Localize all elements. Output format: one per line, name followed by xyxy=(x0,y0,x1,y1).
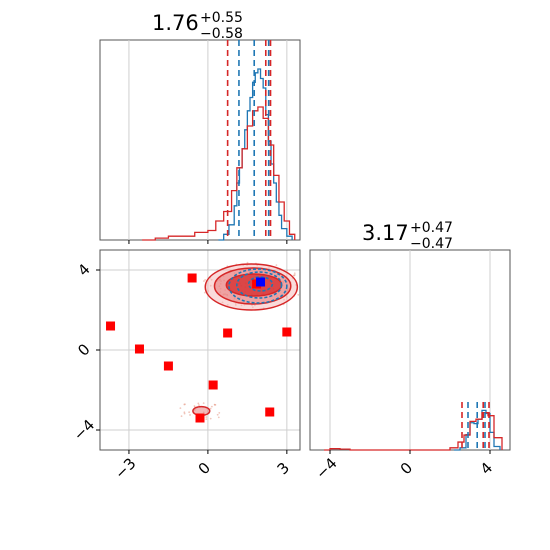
joint-blue-contour xyxy=(236,271,283,299)
joint-sample-dot xyxy=(205,416,208,418)
param2-title-value: 3.17 xyxy=(362,221,409,245)
joint-red-square xyxy=(134,344,144,354)
joint-x-tick-label: 3 xyxy=(274,459,293,478)
joint-contours xyxy=(192,263,299,417)
joint-sample-dot xyxy=(202,402,205,405)
param2-marginal-panel: −4 0 4 3.17 +0.47 −0.47 xyxy=(309,220,511,483)
joint-sample-dot xyxy=(204,279,207,281)
joint-sample-dot xyxy=(256,264,259,267)
joint-blue-square xyxy=(256,277,266,287)
param1-title-plus: +0.55 xyxy=(200,10,243,26)
joint-sample-dot xyxy=(188,411,191,414)
joint-panel: −3 0 3 −4 0 4 xyxy=(70,249,301,483)
joint-sample-dot xyxy=(234,304,237,306)
param1-histogram-blue xyxy=(218,68,293,241)
joint-sample-dot xyxy=(275,264,278,266)
joint-sample-dot xyxy=(293,272,296,275)
joint-sample-dot xyxy=(283,298,285,301)
param1-marginal-panel: 1.76 +0.55 −0.58 xyxy=(99,10,301,244)
param2-x-tick-label: −4 xyxy=(312,454,340,482)
joint-sample-dot xyxy=(293,274,296,277)
joint-sample-dot xyxy=(226,304,229,306)
param2-title: 3.17 +0.47 −0.47 xyxy=(362,220,453,252)
param1-histograms xyxy=(142,68,296,241)
param2-marginal-grid xyxy=(329,250,491,450)
joint-sample-dot xyxy=(209,417,212,420)
joint-sample-dot xyxy=(205,418,208,421)
joint-blue-contour xyxy=(228,268,288,304)
joint-y-tick-label: −4 xyxy=(70,416,98,444)
joint-blue-contour xyxy=(247,276,274,292)
joint-y-tick-label: 4 xyxy=(74,260,93,279)
joint-red-square xyxy=(195,413,205,423)
param1-marginal-ticks xyxy=(128,240,288,244)
joint-sample-dot xyxy=(286,269,289,272)
param1-title: 1.76 +0.55 −0.58 xyxy=(152,10,243,42)
joint-sample-dot xyxy=(209,407,212,410)
joint-y-tick-label: 0 xyxy=(74,340,93,359)
joint-sample-dot xyxy=(251,306,254,309)
param1-histogram-red xyxy=(142,106,296,241)
joint-sample-dot xyxy=(213,403,216,406)
param2-x-tick-label: 4 xyxy=(477,459,496,478)
joint-sample-dot xyxy=(198,404,200,407)
param2-title-plus: +0.47 xyxy=(410,220,453,236)
param2-histogram-red xyxy=(324,411,503,451)
joint-sample-dot xyxy=(251,304,253,307)
joint-sample-dot xyxy=(217,416,220,419)
param2-x-tick-label: 0 xyxy=(397,459,416,478)
joint-sample-dot xyxy=(246,261,249,264)
joint-sample-dot xyxy=(216,413,219,416)
param1-marginal-frame xyxy=(99,39,301,241)
param2-title-minus: −0.47 xyxy=(410,236,453,252)
joint-sample-dot xyxy=(197,402,200,405)
joint-sample-dot xyxy=(183,412,186,415)
joint-sample-dot xyxy=(189,414,191,416)
joint-sample-dot xyxy=(240,304,243,307)
joint-red-square xyxy=(163,361,173,371)
joint-sample-dot xyxy=(193,405,196,407)
joint-x-tick-label: −3 xyxy=(111,454,139,482)
joint-red-square xyxy=(282,327,292,337)
joint-sample-dot xyxy=(210,278,213,281)
joint-sample-dot xyxy=(180,415,183,418)
param2-quantile-lines xyxy=(461,402,490,450)
joint-sample-dot xyxy=(203,280,205,282)
joint-sample-dot xyxy=(210,405,213,408)
joint-sample-dot xyxy=(179,407,182,410)
joint-sample-dot xyxy=(285,296,288,298)
joint-red-square xyxy=(223,328,233,338)
param2-histograms xyxy=(324,409,503,451)
joint-x-tick-label: 0 xyxy=(195,459,214,478)
param2-marginal-ticks: −4 0 4 xyxy=(312,450,496,483)
joint-red-square xyxy=(265,407,275,417)
joint-red-square xyxy=(187,273,197,283)
param1-title-value: 1.76 xyxy=(152,11,199,35)
joint-sample-dot xyxy=(268,267,270,270)
param1-marginal-grid xyxy=(128,40,288,240)
joint-sample-dot xyxy=(218,411,221,414)
joint-points xyxy=(106,273,292,423)
joint-red-square xyxy=(208,380,218,390)
joint-sample-dot xyxy=(203,291,206,294)
joint-sample-dot xyxy=(207,290,210,292)
joint-sample-dot xyxy=(183,411,186,414)
joint-sample-dot xyxy=(209,284,212,287)
joint-red-square xyxy=(106,321,116,331)
param1-title-minus: −0.58 xyxy=(200,26,243,42)
joint-sample-dot xyxy=(221,301,224,304)
joint-sample-dot xyxy=(184,403,186,406)
joint-sample-dot xyxy=(297,293,300,296)
param1-quantile-lines xyxy=(226,40,272,240)
joint-sample-dot xyxy=(253,304,256,307)
